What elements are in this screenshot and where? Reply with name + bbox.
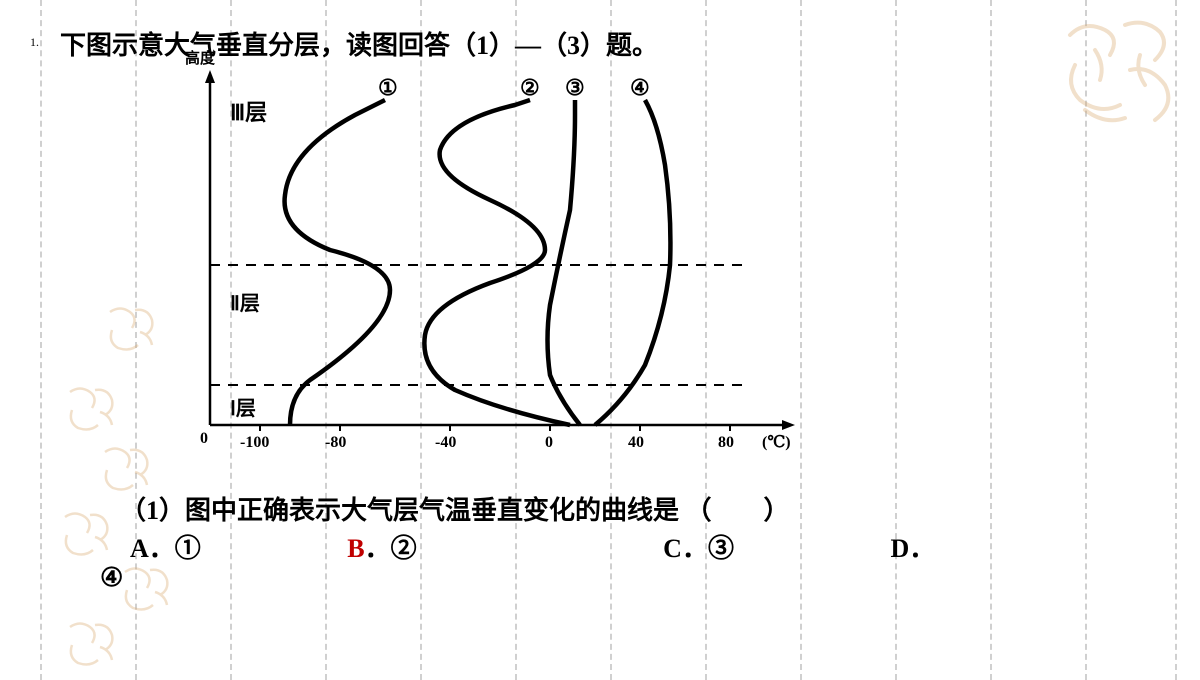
option-b: B．② xyxy=(347,528,416,565)
option-c: C．③ xyxy=(663,528,734,565)
seal-decoration-5 xyxy=(115,560,175,615)
svg-text:②: ② xyxy=(520,75,540,100)
question-number: 1. xyxy=(30,35,39,50)
svg-text:Ⅰ层: Ⅰ层 xyxy=(230,398,256,420)
svg-text:Ⅲ层: Ⅲ层 xyxy=(230,100,267,125)
svg-text:④: ④ xyxy=(630,75,650,100)
svg-text:40: 40 xyxy=(628,434,644,451)
svg-text:③: ③ xyxy=(565,75,585,100)
seal-decoration-4 xyxy=(55,505,115,560)
svg-text:①: ① xyxy=(378,75,398,100)
seal-decoration-2 xyxy=(100,300,160,355)
options-row: A．① B．② C．③ D． xyxy=(130,528,935,565)
svg-text:80: 80 xyxy=(718,434,734,451)
subquestion-1: （1）图中正确表示大气层气温垂直变化的曲线是 （ ） xyxy=(120,490,790,527)
seal-decoration-1 xyxy=(60,380,120,435)
seal-decoration-large xyxy=(1050,10,1190,140)
svg-text:Ⅱ层: Ⅱ层 xyxy=(230,293,260,315)
svg-text:0: 0 xyxy=(200,430,208,447)
seal-decoration-6 xyxy=(60,615,120,670)
svg-text:0: 0 xyxy=(545,434,553,451)
atmosphere-chart: 0 -100 -80 -40 0 40 80 (℃) Ⅰ层 Ⅱ层 Ⅲ层 ① ② … xyxy=(150,55,830,455)
y-axis-label: 高度 xyxy=(185,47,215,68)
svg-text:-100: -100 xyxy=(240,434,269,451)
svg-text:-40: -40 xyxy=(435,434,456,451)
seal-decoration-3 xyxy=(95,440,155,495)
svg-text:-80: -80 xyxy=(325,434,346,451)
svg-text:(℃): (℃) xyxy=(762,434,791,451)
option-d: D． xyxy=(890,528,935,565)
